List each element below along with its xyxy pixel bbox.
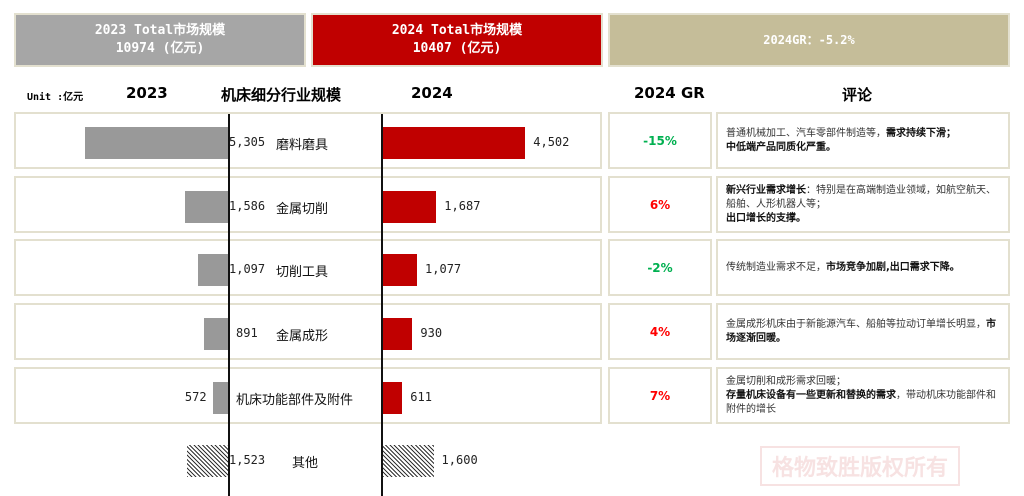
axis-2024 <box>381 114 383 496</box>
bar-2024 <box>383 318 413 350</box>
row-box <box>14 239 602 296</box>
growth-box: 2024GR：-5.2% <box>608 13 1010 67</box>
value-2024: 930 <box>420 326 443 340</box>
comment-text: 普通机械加工、汽车零部件制造等，需求持续下滑； 中低端产品同质化严重。 <box>716 112 1010 169</box>
growth-value: 6% <box>608 176 712 233</box>
comment-text: 金属切削和成形需求回暖； 存量机床设备有一些更新和替换的需求，带动机床功能部件和附… <box>716 367 1010 424</box>
bar-2023 <box>186 445 228 477</box>
comment-segment: 金属成形机床由于新能源汽车、船舶等拉动订单增长明显， <box>726 318 986 330</box>
comment-segment: 出口增长的支撑。 <box>726 212 806 224</box>
category-label: 金属成形 <box>276 329 329 344</box>
comment-segment: ，带动机床功能部件和附件的增长 <box>726 389 996 415</box>
total-2024-value: 10407 (亿元) <box>412 41 502 56</box>
row-box <box>14 303 602 360</box>
comment-segment: 市场竞争加剧,出口需求下降。 <box>826 261 960 273</box>
growth-value: 7% <box>608 367 712 424</box>
total-2024-label: 2024 Total市场规模 <box>391 23 523 38</box>
growth-value: -2% <box>608 239 712 296</box>
comment-segment: 存量机床设备有一些更新和替换的需求 <box>726 389 896 401</box>
bar-2023 <box>84 127 228 159</box>
growth-value: 4% <box>608 303 712 360</box>
comment-text: 传统制造业需求不足，市场竞争加剧,出口需求下降。 <box>716 239 1010 296</box>
comment-text: 新兴行业需求增长：特别是在高端制造业领域，如航空航天、船舶、人形机器人等； 出口增… <box>716 176 1010 233</box>
comment-segment: 中低端产品同质化严重。 <box>726 141 836 153</box>
comment-segment: 金属切削和成形需求回暖； <box>726 375 846 387</box>
value-2023: 891 <box>236 326 258 340</box>
bar-2024 <box>383 445 434 477</box>
watermark: 格物致胜版权所有 <box>760 446 961 486</box>
value-2023: 1,523 <box>229 453 266 467</box>
bar-2023 <box>203 318 228 350</box>
comment-text: 金属成形机床由于新能源汽车、船舶等拉动订单增长明显，市场逐渐回暖。 <box>716 303 1010 360</box>
value-2024: 4,502 <box>533 135 570 149</box>
comment-segment: 传统制造业需求不足， <box>726 261 826 273</box>
value-2023: 5,305 <box>229 135 266 149</box>
comment-segment: 市场逐渐回暖。 <box>726 318 996 344</box>
growth-value: -15% <box>608 112 712 169</box>
bar-2023 <box>198 254 228 286</box>
value-2024: 1,600 <box>441 453 478 467</box>
value-2023: 1,586 <box>229 199 266 213</box>
row-box <box>14 112 602 169</box>
total-2023-value: 10974 (亿元) <box>115 41 205 56</box>
category-label: 金属切削 <box>276 202 329 217</box>
unit-label: Unit :亿元 <box>27 92 84 103</box>
value-2023: 1,097 <box>229 262 266 276</box>
bar-2023 <box>212 382 228 414</box>
bar-2024 <box>383 127 526 159</box>
bar-2023 <box>185 191 228 223</box>
value-2024: 611 <box>410 390 432 404</box>
category-label: 切削工具 <box>276 265 329 280</box>
category-label: 其他 <box>292 456 319 471</box>
value-2024: 1,077 <box>425 262 462 276</box>
header-2024: 2024 <box>411 84 453 102</box>
value-2023: 572 <box>184 390 207 404</box>
comment-segment: 普通机械加工、汽车零部件制造等， <box>726 127 886 139</box>
header-segment: 机床细分行业规模 <box>221 86 342 104</box>
header-comment: 评论 <box>842 86 873 104</box>
row-box <box>14 367 602 424</box>
total-2024-box: 2024 Total市场规模 10407 (亿元) <box>311 13 603 67</box>
axis-2023 <box>228 114 230 496</box>
bar-2024 <box>383 191 437 223</box>
category-label: 机床功能部件及附件 <box>236 393 354 408</box>
header-2023: 2023 <box>126 84 168 102</box>
total-2023-label: 2023 Total市场规模 <box>94 23 226 38</box>
total-2023-box: 2023 Total市场规模 10974 (亿元) <box>14 13 306 67</box>
value-2024: 1,687 <box>444 199 481 213</box>
comment-segment: 需求持续下滑； <box>886 127 956 139</box>
bar-2024 <box>383 254 418 286</box>
bar-2024 <box>383 382 403 414</box>
row-box <box>14 176 602 233</box>
header-gr: 2024 GR <box>634 84 705 102</box>
category-label: 磨料磨具 <box>276 138 329 153</box>
comment-segment: 新兴行业需求增长 <box>726 184 806 196</box>
comment-segment: ：特别是在高端制造业领域，如航空航天、船舶、人形机器人等； <box>726 184 996 210</box>
growth-label: 2024GR：-5.2% <box>763 33 855 47</box>
